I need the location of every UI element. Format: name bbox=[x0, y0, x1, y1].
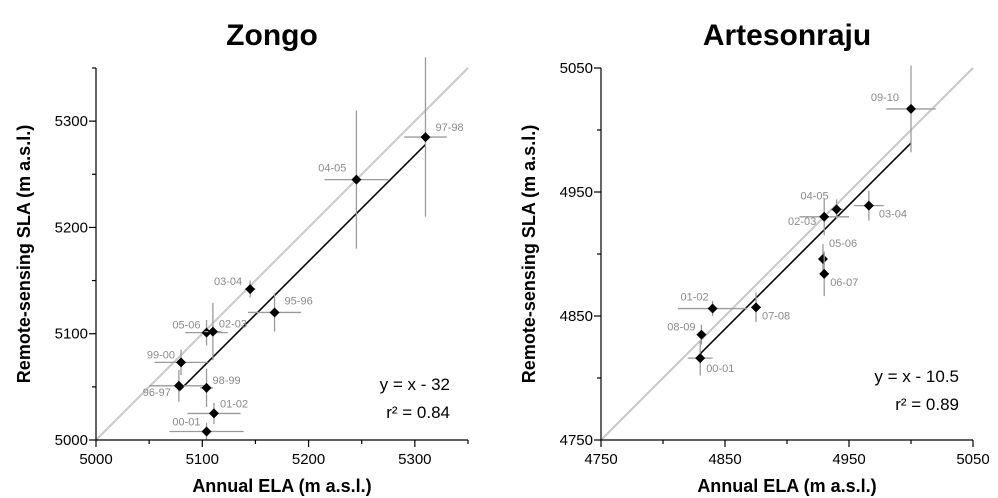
fit-equation: y = x - 32 bbox=[380, 375, 450, 394]
data-point-06-07 bbox=[819, 268, 830, 279]
data-point-98-99 bbox=[201, 382, 212, 393]
data-point-02-03 bbox=[207, 326, 218, 337]
point-label-04-05: 04-05 bbox=[318, 163, 346, 175]
x-tick-label: 5200 bbox=[292, 451, 325, 468]
x-tick-label: 4850 bbox=[708, 451, 741, 468]
y-tick-label: 4750 bbox=[560, 432, 593, 449]
y-axis-title: Remote-sensing SLA (m a.s.l.) bbox=[519, 125, 539, 383]
data-point-99-00 bbox=[176, 357, 187, 368]
chart-title: Zongo bbox=[226, 19, 318, 52]
point-label-02-03: 02-03 bbox=[219, 319, 247, 331]
point-label-98-99: 98-99 bbox=[213, 375, 241, 387]
point-label-00-01: 00-01 bbox=[706, 363, 734, 375]
point-label-01-02: 01-02 bbox=[220, 398, 248, 410]
data-point-03-04 bbox=[245, 284, 256, 295]
data-point-08-09 bbox=[696, 329, 707, 340]
point-label-00-01: 00-01 bbox=[172, 416, 200, 428]
one-to-one-line bbox=[95, 67, 469, 441]
x-tick-label: 4950 bbox=[832, 451, 865, 468]
x-tick-label: 5300 bbox=[398, 451, 431, 468]
y-tick-label: 4950 bbox=[560, 184, 593, 201]
point-label-08-09: 08-09 bbox=[667, 322, 695, 334]
point-label-96-97: 96-97 bbox=[143, 387, 171, 399]
x-axis-title: Annual ELA (m a.s.l.) bbox=[697, 476, 876, 496]
fit-r-squared: r² = 0.84 bbox=[386, 403, 450, 422]
data-point-04-05 bbox=[831, 204, 842, 215]
x-tick-label: 5100 bbox=[186, 451, 219, 468]
x-axis-title: Annual ELA (m a.s.l.) bbox=[192, 476, 371, 496]
y-tick-label: 5050 bbox=[560, 60, 593, 77]
chart-title: Artesonraju bbox=[703, 19, 871, 52]
y-tick-label: 5000 bbox=[55, 432, 88, 449]
regression-line bbox=[699, 142, 912, 355]
point-label-99-00: 99-00 bbox=[147, 349, 175, 361]
y-tick-label: 5200 bbox=[55, 219, 88, 236]
data-point-03-04 bbox=[863, 200, 874, 211]
y-tick-label: 4850 bbox=[560, 308, 593, 325]
x-tick-label: 4750 bbox=[584, 451, 617, 468]
x-tick-label: 5000 bbox=[79, 451, 112, 468]
data-point-97-98 bbox=[420, 132, 431, 143]
data-point-96-97 bbox=[173, 380, 184, 391]
point-label-06-07: 06-07 bbox=[830, 277, 858, 289]
data-point-05-06 bbox=[817, 253, 828, 264]
zongo-chart: Zongo 97-98 04-05 03-04 95-96 05-06 02-03 99-00… bbox=[14, 19, 469, 496]
point-label-01-02: 01-02 bbox=[680, 292, 708, 304]
data-point-09-10 bbox=[906, 103, 916, 114]
point-label-02-03: 02-03 bbox=[788, 216, 816, 228]
point-label-05-06: 05-06 bbox=[172, 320, 200, 332]
regression-line bbox=[178, 143, 427, 392]
y-tick-label: 5100 bbox=[55, 326, 88, 343]
point-label-09-10: 09-10 bbox=[871, 92, 899, 104]
data-point-00-01 bbox=[201, 426, 212, 437]
point-label-95-96: 95-96 bbox=[285, 295, 313, 307]
y-tick-label: 5300 bbox=[55, 113, 88, 130]
point-label-07-08: 07-08 bbox=[762, 310, 790, 322]
point-label-03-04: 03-04 bbox=[879, 209, 907, 221]
y-axis-title: Remote-sensing SLA (m a.s.l.) bbox=[14, 125, 34, 383]
artesonraju-chart: Artesonraju 09-10 04-05 03-04 02-03 05-06 06-0… bbox=[519, 19, 990, 496]
data-point-04-05 bbox=[351, 174, 362, 185]
data-point-02-03 bbox=[819, 211, 830, 222]
point-label-04-05: 04-05 bbox=[800, 190, 828, 202]
fit-r-squared: r² = 0.89 bbox=[895, 395, 959, 414]
data-point-01-02 bbox=[208, 408, 219, 419]
data-point-95-96 bbox=[269, 307, 280, 318]
data-point-07-08 bbox=[751, 302, 761, 313]
data-point-01-02 bbox=[707, 303, 718, 314]
point-label-03-04: 03-04 bbox=[214, 276, 242, 288]
data-point-00-01 bbox=[695, 353, 706, 364]
data-point-05-06 bbox=[201, 327, 212, 338]
fit-equation: y = x - 10.5 bbox=[874, 367, 959, 386]
x-tick-label: 5050 bbox=[956, 451, 989, 468]
point-label-97-98: 97-98 bbox=[435, 122, 463, 134]
point-label-05-06: 05-06 bbox=[829, 238, 857, 250]
